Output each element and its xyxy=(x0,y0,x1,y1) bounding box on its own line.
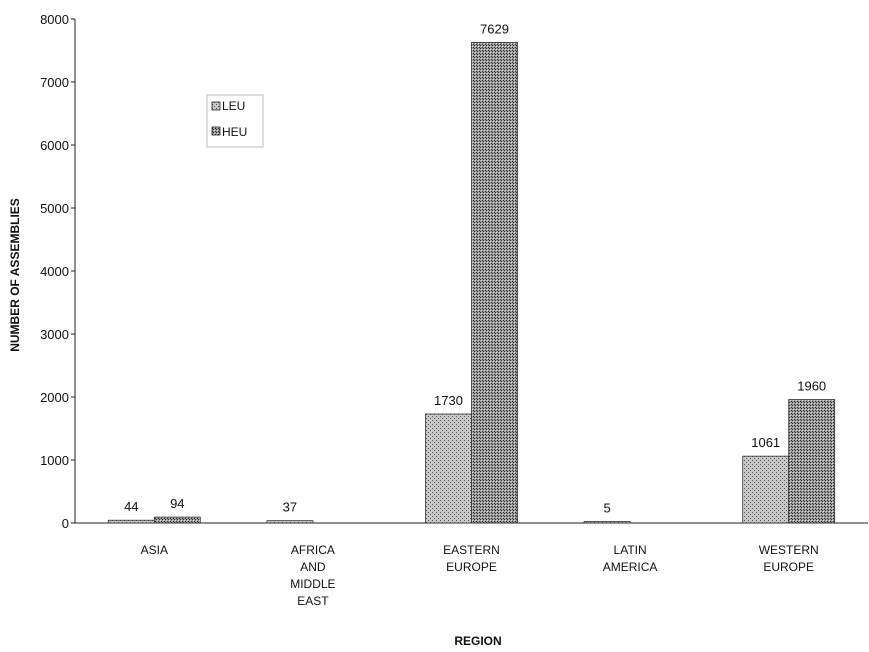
data-label-leu: 44 xyxy=(124,499,138,514)
y-tick-label: 0 xyxy=(62,516,69,531)
legend: LEU HEU xyxy=(206,94,264,148)
data-label-heu: 94 xyxy=(170,496,184,511)
bar-leu xyxy=(107,519,155,524)
y-tick-label: 8000 xyxy=(40,12,69,27)
y-tick-label: 7000 xyxy=(40,75,69,90)
data-label-leu: 1730 xyxy=(434,393,463,408)
bar-leu xyxy=(425,413,472,524)
x-tick-label: WESTERN EUROPE xyxy=(759,543,819,574)
bar-heu xyxy=(471,41,518,524)
y-tick-label: 2000 xyxy=(40,390,69,405)
labels: 44 94 ASIA 37 AFRICA AND MIDDLE EAST 1730 7629 EAS… xyxy=(124,21,826,608)
legend-label-heu: HEU xyxy=(222,125,247,139)
bar-leu xyxy=(266,520,314,524)
legend-swatch-heu xyxy=(211,126,221,136)
axes: 0 1000 2000 3000 4000 5000 6000 7000 8000 xyxy=(40,12,868,531)
legend-swatch-leu xyxy=(211,101,221,111)
y-tick-label: 1000 xyxy=(40,453,69,468)
y-tick-label: 5000 xyxy=(40,201,69,216)
x-tick-label: AFRICA AND MIDDLE EAST xyxy=(290,543,335,608)
bar-heu xyxy=(153,516,201,524)
y-axis-title: NUMBER OF ASSEMBLIES xyxy=(8,198,22,352)
data-label-leu: 1061 xyxy=(751,435,780,450)
data-label-leu: 5 xyxy=(603,501,610,516)
x-tick-label: LATIN AMERICA xyxy=(603,543,658,574)
bar-heu xyxy=(788,399,836,524)
legend-label-leu: LEU xyxy=(222,99,245,113)
bar-leu xyxy=(583,521,631,524)
y-tick-label: 6000 xyxy=(40,138,69,153)
bars xyxy=(107,41,836,524)
data-label-heu: 1960 xyxy=(797,379,826,394)
data-label-heu: 7629 xyxy=(480,21,509,36)
x-tick-label: ASIA xyxy=(141,543,168,557)
y-tick-label: 4000 xyxy=(40,264,69,279)
data-label-leu: 37 xyxy=(283,500,297,515)
y-tick-label: 3000 xyxy=(40,327,69,342)
x-axis-title: REGION xyxy=(454,634,501,648)
x-tick-label: EASTERN EUROPE xyxy=(443,543,500,574)
bar-leu xyxy=(742,455,790,524)
